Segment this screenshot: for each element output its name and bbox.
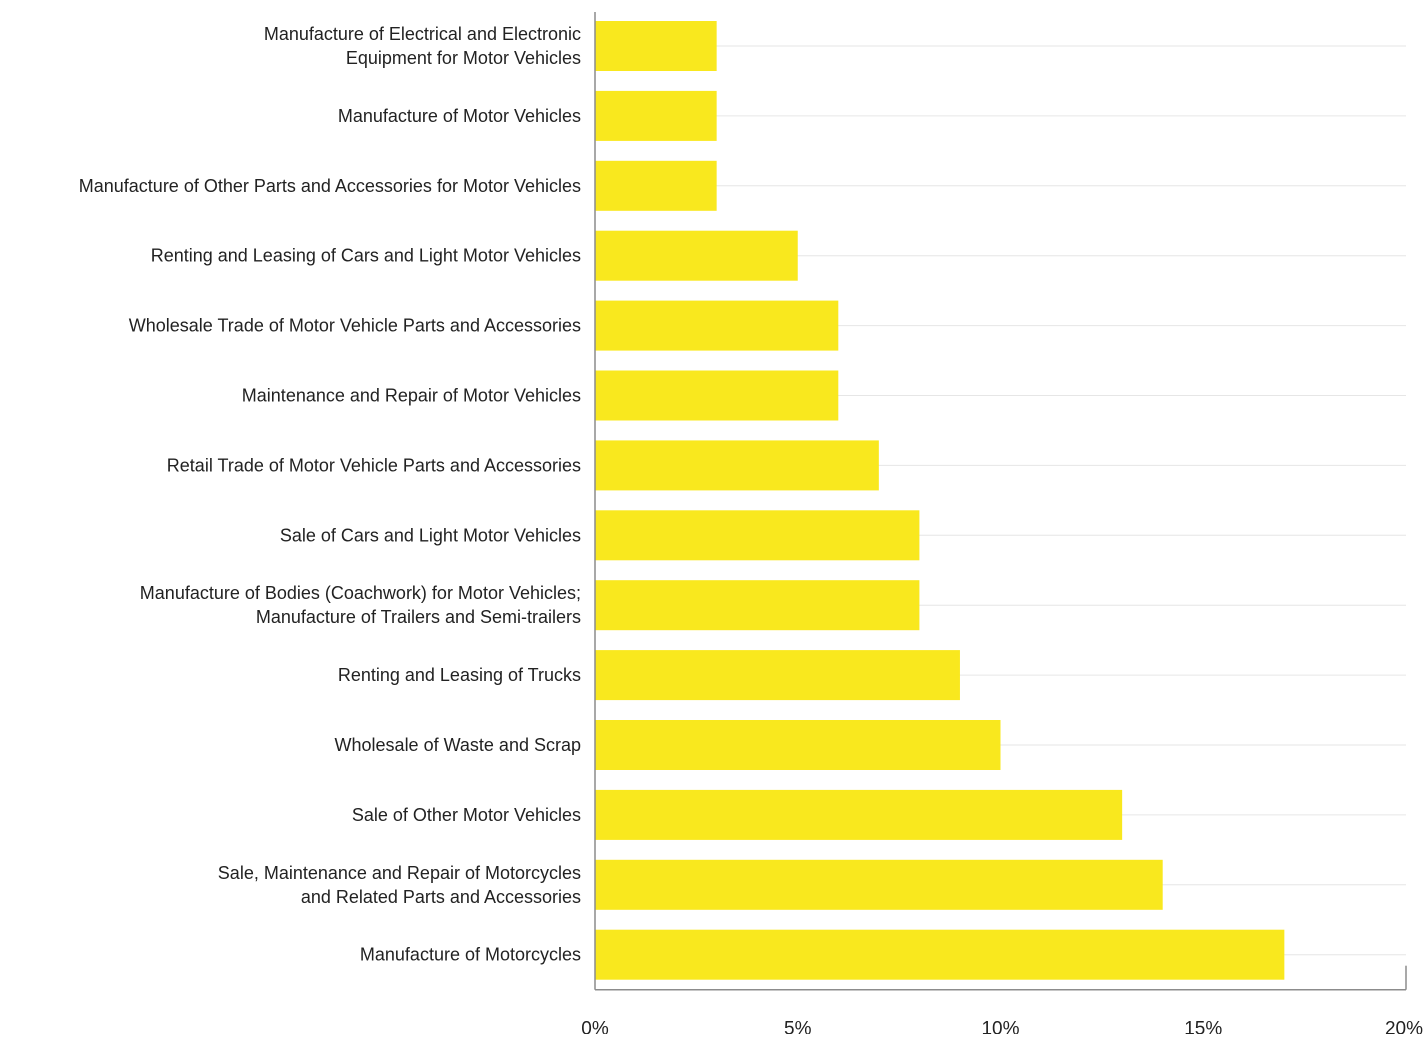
x-tick-label: 5% [784,1019,812,1034]
category-label: Manufacture of Motor Vehicles [338,106,581,126]
category-label: Sale of Other Motor Vehicles [352,805,581,825]
category-label: and Related Parts and Accessories [301,887,581,907]
category-label: Maintenance and Repair of Motor Vehicles [242,386,581,406]
bar [595,510,920,561]
bar [595,21,717,71]
x-tick-label: 15% [1184,1019,1222,1034]
bar [595,440,879,491]
category-label: Manufacture of Motorcycles [360,945,581,965]
category-label: Renting and Leasing of Cars and Light Mo… [151,246,581,266]
x-tick-label: 0% [581,1019,609,1034]
bar [595,720,1001,770]
category-label: Equipment for Motor Vehicles [346,48,581,68]
bar [595,789,1123,840]
category-label: Retail Trade of Motor Vehicle Parts and … [167,455,581,475]
bar [595,230,798,281]
category-label: Manufacture of Trailers and Semi-trailer… [256,607,581,627]
bar [595,580,920,631]
category-label-layer: Manufacture of Electrical and Electronic… [79,24,581,965]
bar [595,370,839,421]
bar [595,160,717,211]
bar-layer [595,21,1285,980]
category-label: Sale of Cars and Light Motor Vehicles [280,525,581,545]
bar [595,929,1285,980]
category-label: Manufacture of Bodies (Coachwork) for Mo… [140,583,581,603]
category-label: Renting and Leasing of Trucks [338,665,581,685]
x-tick-label: 20% [1385,1019,1423,1034]
x-tick-label: 10% [981,1019,1019,1034]
bar [595,859,1163,910]
category-label: Sale, Maintenance and Repair of Motorcyc… [218,863,581,883]
category-label: Manufacture of Electrical and Electronic [264,24,581,44]
category-label: Wholesale of Waste and Scrap [335,735,581,755]
category-label: Wholesale Trade of Motor Vehicle Parts a… [129,316,581,336]
bar [595,300,839,351]
category-label: Manufacture of Other Parts and Accessori… [79,176,581,196]
bar [595,90,717,141]
bar [595,650,960,701]
